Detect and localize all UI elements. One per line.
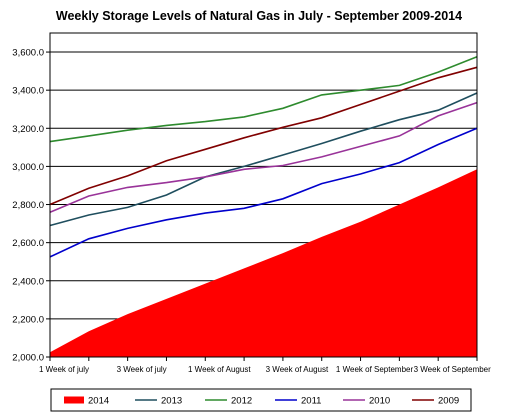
legend-swatch-2014	[64, 396, 84, 404]
y-tick-label: 2,800.0	[12, 200, 44, 211]
legend: 2014 2013 2012 2011 2010 2009	[50, 388, 472, 412]
y-tick-label: 3,400.0	[12, 86, 44, 97]
y-tick-label: 2,600.0	[12, 238, 44, 249]
series-line-2012	[49, 56, 478, 143]
x-tick-label: 1 Week of july	[39, 365, 89, 374]
x-tick-label: 1 Week of August	[188, 365, 251, 374]
series-line-2011	[49, 127, 478, 258]
line-layer	[49, 56, 478, 258]
x-tick-label: 1 Week of September	[336, 365, 414, 374]
series-line-2009	[49, 66, 478, 206]
axis-layer: 2,000.0 2,200.0 2,400.0 2,600.0 2,800.0 3,000…	[12, 32, 492, 374]
legend-label-2014: 2014	[88, 396, 109, 407]
y-tick-label: 2,400.0	[12, 276, 44, 287]
legend-label-2011: 2011	[301, 396, 321, 407]
plot-border	[49, 32, 478, 358]
x-tick-label: 3 Week of july	[117, 365, 167, 374]
legend-label-2009: 2009	[438, 396, 459, 407]
area-layer	[50, 169, 477, 357]
chart-title: Weekly Storage Levels of Natural Gas in …	[56, 9, 462, 23]
x-tick-label: 3 Week of August	[266, 365, 329, 374]
legend-label-2013: 2013	[161, 396, 182, 407]
legend-label-2012: 2012	[231, 396, 252, 407]
legend-box	[50, 388, 472, 412]
y-tick-label: 2,200.0	[12, 314, 44, 325]
x-tick-label: 3 Week of September	[414, 365, 492, 374]
y-tick-label: 2,000.0	[12, 353, 44, 364]
series-area-2014	[50, 169, 477, 357]
series-line-2010	[49, 101, 478, 213]
y-tick-label: 3,000.0	[12, 162, 44, 173]
y-tick-label: 3,200.0	[12, 124, 44, 135]
legend-label-2010: 2010	[369, 396, 390, 407]
series-line-2013	[49, 92, 478, 227]
y-tick-label: 3,600.0	[12, 48, 44, 59]
